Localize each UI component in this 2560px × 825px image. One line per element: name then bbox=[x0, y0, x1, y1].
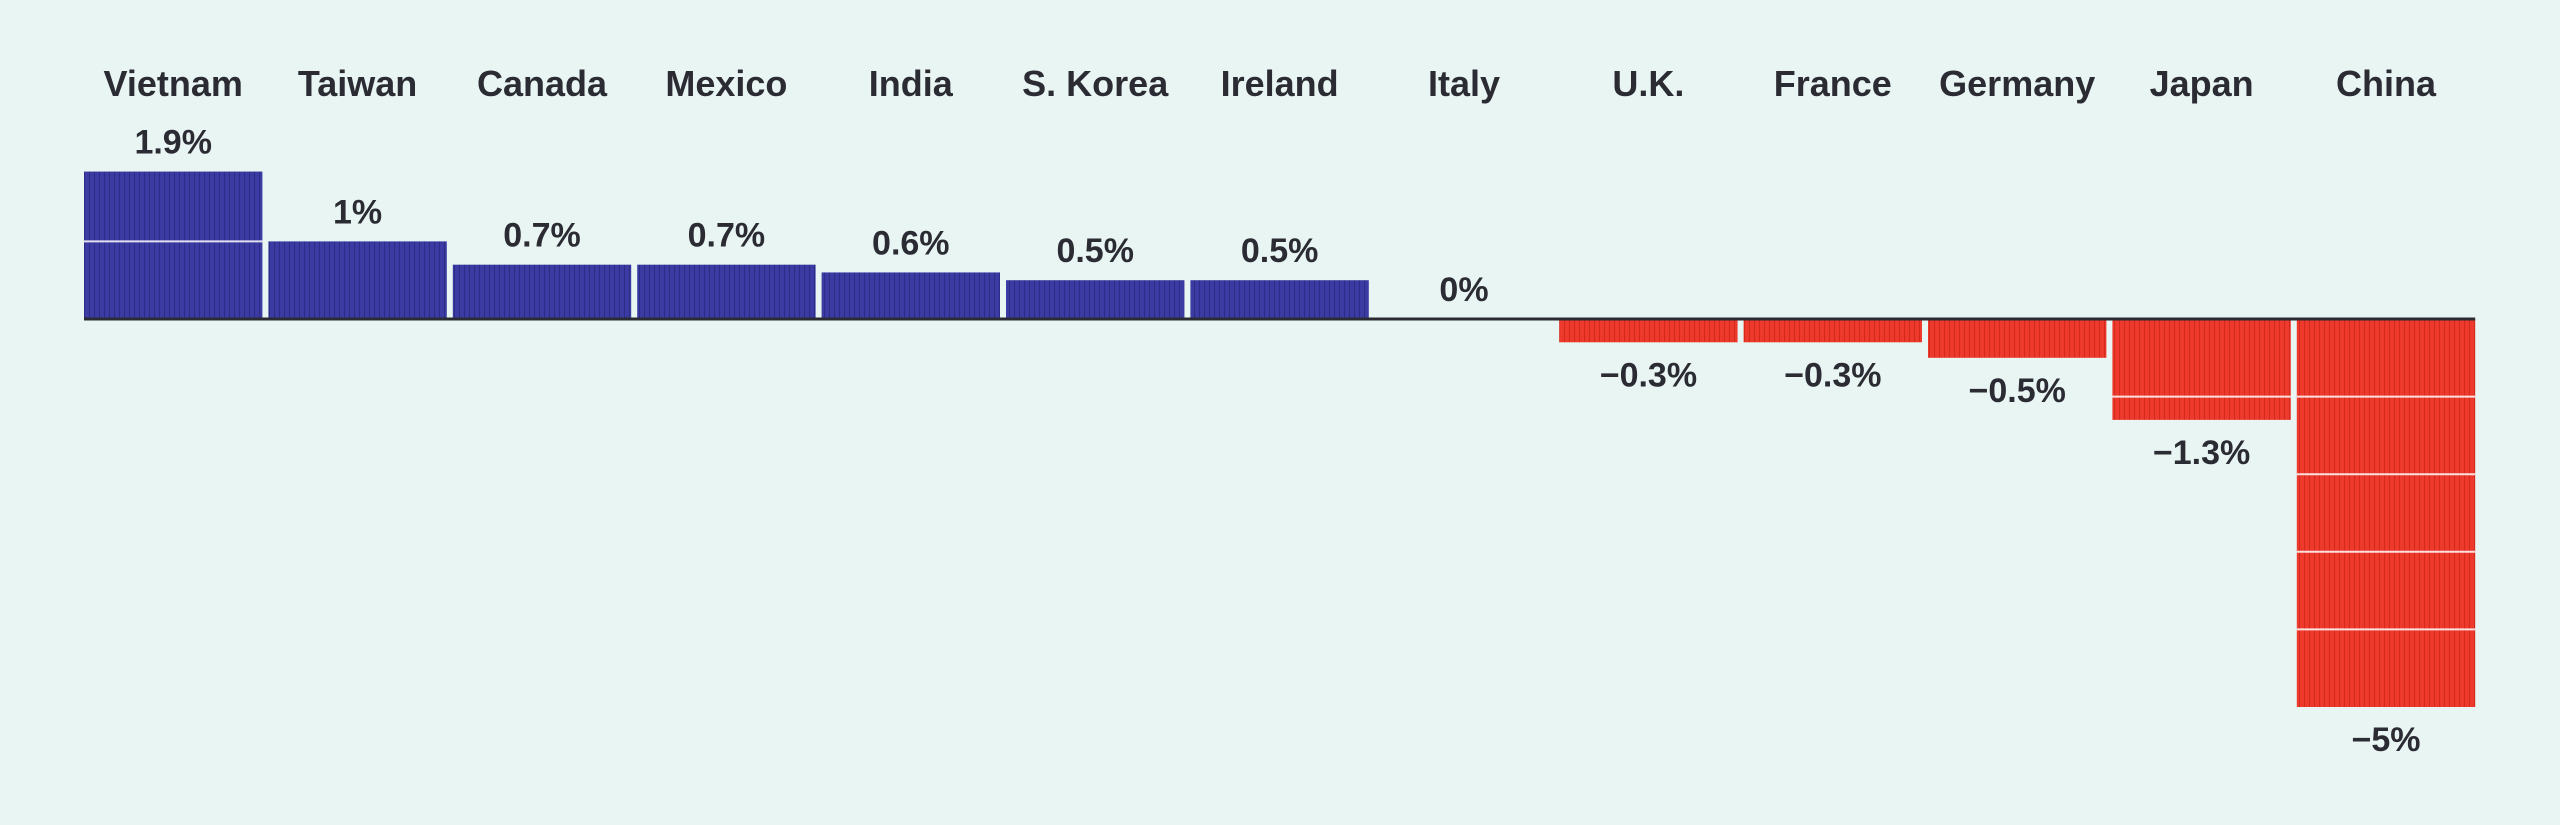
category-label-japan: Japan bbox=[2150, 63, 2254, 104]
value-label-vietnam: 1.9% bbox=[134, 124, 212, 162]
category-label-ireland: Ireland bbox=[1221, 63, 1339, 104]
value-label-mexico: 0.7% bbox=[688, 217, 766, 255]
category-label-mexico: Mexico bbox=[665, 63, 787, 104]
value-label-u-k: −0.3% bbox=[1600, 356, 1697, 394]
bar-germany bbox=[1928, 319, 2107, 358]
value-label-ireland: 0.5% bbox=[1241, 232, 1319, 270]
category-label-china: China bbox=[2336, 63, 2437, 104]
category-label-taiwan: Taiwan bbox=[298, 63, 417, 104]
bar-mexico bbox=[637, 264, 816, 319]
value-label-india: 0.6% bbox=[872, 224, 950, 262]
bar-china bbox=[2296, 319, 2476, 707]
bar-taiwan bbox=[268, 241, 447, 319]
value-label-s-korea: 0.5% bbox=[1056, 232, 1134, 270]
category-label-vietnam: Vietnam bbox=[103, 63, 242, 104]
category-label-italy: Italy bbox=[1428, 63, 1500, 104]
bar-ireland bbox=[1190, 280, 1369, 319]
category-label-canada: Canada bbox=[477, 63, 608, 104]
category-label-s-korea: S. Korea bbox=[1022, 63, 1169, 104]
value-label-germany: −0.5% bbox=[1969, 372, 2066, 410]
bar-u-k bbox=[1559, 319, 1738, 343]
bar-vietnam bbox=[84, 171, 263, 319]
bar-france bbox=[1743, 319, 1922, 343]
bar-s-korea bbox=[1006, 280, 1185, 319]
category-label-germany: Germany bbox=[1939, 63, 2095, 104]
bar-japan bbox=[2112, 319, 2291, 420]
labels-layer: Vietnam 1.9% Taiwan 1% Canada 0.7% Mexico 0.7% I… bbox=[103, 63, 2436, 759]
bars-layer bbox=[84, 171, 2476, 707]
value-label-china: −5% bbox=[2352, 721, 2421, 759]
value-label-canada: 0.7% bbox=[503, 217, 581, 255]
category-label-u-k: U.K. bbox=[1612, 63, 1684, 104]
value-label-france: −0.3% bbox=[1784, 356, 1881, 394]
bar-india bbox=[821, 272, 1000, 319]
value-label-italy: 0% bbox=[1439, 271, 1488, 309]
bar-canada bbox=[452, 264, 632, 319]
category-label-india: India bbox=[869, 63, 954, 104]
category-label-france: France bbox=[1774, 63, 1892, 104]
value-label-japan: −1.3% bbox=[2153, 434, 2250, 472]
value-label-taiwan: 1% bbox=[333, 193, 382, 231]
